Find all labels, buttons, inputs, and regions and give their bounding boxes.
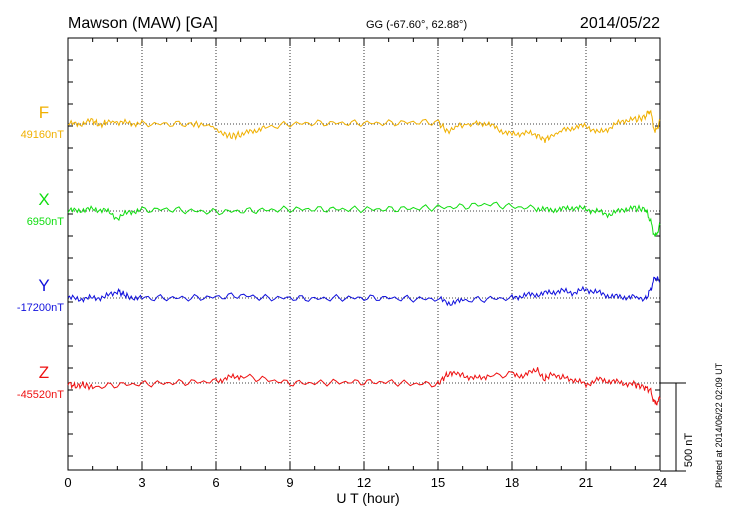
series-name-z: Z — [39, 363, 49, 382]
x-tick-label: 0 — [64, 475, 71, 490]
series-lines — [67, 109, 661, 406]
baseline-label-f: 49160nT — [21, 129, 65, 141]
x-tick-label: 3 — [138, 475, 145, 490]
series-name-f: F — [39, 103, 49, 122]
x-axis-label: U T (hour) — [336, 490, 399, 506]
series-labels: F 49160nT X 6950nT Y -17200nT Z -45520nT — [17, 103, 64, 401]
station-coords: GG (-67.60°, 62.88°) — [366, 19, 467, 31]
x-tick-label: 6 — [212, 475, 219, 490]
baseline-label-y: -17200nT — [17, 302, 64, 314]
baseline-label-x: 6950nT — [27, 216, 65, 228]
grid — [68, 38, 660, 470]
axes: 0 3 6 9 12 15 18 21 24 — [64, 37, 686, 490]
series-line-f — [67, 109, 661, 144]
x-tick-label: 18 — [505, 475, 519, 490]
series-name-x: X — [38, 190, 49, 209]
scale-bar-label: 500 nT — [683, 433, 695, 468]
series-name-y: Y — [38, 276, 49, 295]
x-tick-label: 9 — [286, 475, 293, 490]
series-line-y — [67, 276, 661, 307]
plotted-timestamp: Plotted at 2014/06/22 02:09 UT — [714, 362, 724, 488]
series-line-z — [67, 367, 661, 406]
x-tick-label: 15 — [431, 475, 445, 490]
baseline-label-z: -45520nT — [17, 389, 64, 401]
station-title: Mawson (MAW) [GA] — [68, 15, 218, 32]
x-tick-label: 21 — [579, 475, 593, 490]
x-tick-label: 12 — [357, 475, 371, 490]
series-line-x — [67, 201, 661, 237]
chart-date: 2014/05/22 — [580, 15, 660, 32]
x-tick-label: 24 — [653, 475, 667, 490]
